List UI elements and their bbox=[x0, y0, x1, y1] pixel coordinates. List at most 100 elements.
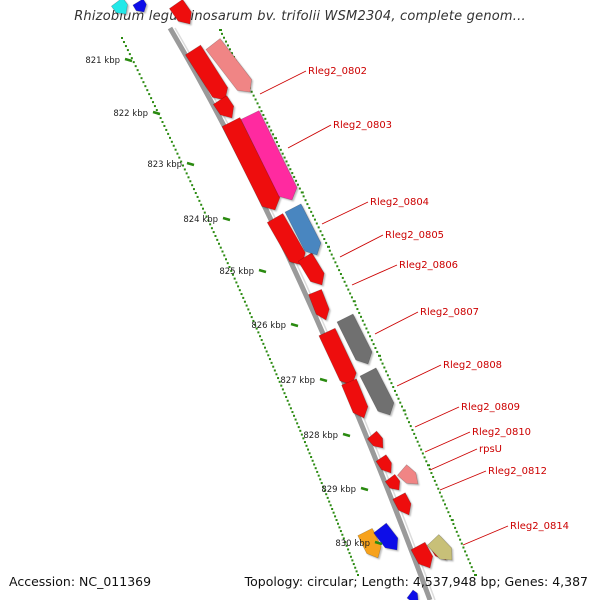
gene-label[interactable]: Rleg2_0807 bbox=[420, 307, 479, 318]
outer-dot bbox=[376, 350, 379, 353]
kbp-tick-label: 821 kbp bbox=[85, 56, 120, 66]
gene-label[interactable]: Rleg2_0804 bbox=[370, 197, 429, 208]
gene-arrow[interactable] bbox=[212, 95, 235, 119]
gene-label[interactable]: rpsU bbox=[479, 444, 502, 455]
inner-dot bbox=[228, 266, 231, 269]
inner-dot bbox=[194, 192, 197, 195]
outer-dot bbox=[430, 472, 433, 475]
label-leaders bbox=[259, 70, 509, 546]
gene-pink-arrow[interactable] bbox=[205, 38, 252, 93]
inner-dot bbox=[293, 414, 296, 417]
outer-dot bbox=[459, 538, 462, 541]
gene-arrow[interactable] bbox=[184, 44, 229, 101]
inner-dot bbox=[300, 433, 303, 436]
inner-dot bbox=[191, 184, 194, 187]
inner-dot bbox=[159, 117, 162, 120]
inner-dot bbox=[243, 300, 246, 303]
kbp-tick-label: 823 kbp bbox=[147, 160, 182, 170]
outer-dot bbox=[283, 156, 286, 159]
gene-label[interactable]: Rleg2_0814 bbox=[510, 521, 569, 532]
inner-dot bbox=[310, 456, 313, 459]
outer-major-tick bbox=[427, 464, 430, 467]
outer-dot bbox=[393, 389, 396, 392]
gene-label[interactable]: Rleg2_0806 bbox=[399, 260, 458, 271]
outer-dot bbox=[420, 448, 423, 451]
gene-label[interactable]: Rleg2_0810 bbox=[472, 427, 531, 438]
gene-gray-arrow[interactable] bbox=[336, 313, 373, 365]
gene-arrow[interactable] bbox=[384, 473, 401, 491]
gene-arrow[interactable] bbox=[221, 117, 281, 211]
outer-dot bbox=[411, 428, 414, 431]
gene-label[interactable]: Rleg2_0802 bbox=[308, 66, 367, 77]
inner-dot bbox=[217, 242, 220, 245]
gene-steelblue-arrow[interactable] bbox=[284, 203, 322, 256]
outer-dot bbox=[270, 129, 273, 132]
inner-dot bbox=[155, 109, 158, 112]
inner-dot bbox=[289, 407, 292, 410]
inner-dot bbox=[281, 388, 284, 391]
inner-dot bbox=[291, 411, 294, 414]
outer-dot bbox=[287, 164, 290, 167]
gene-arrow[interactable] bbox=[392, 492, 412, 516]
outer-dot bbox=[256, 102, 259, 105]
gene-arrow[interactable] bbox=[410, 541, 434, 569]
backbone-line bbox=[167, 26, 433, 600]
outer-dot bbox=[264, 117, 267, 120]
gene-label[interactable]: Rleg2_0803 bbox=[333, 120, 392, 131]
outer-dot bbox=[454, 526, 457, 529]
gene-pink-arrow[interactable] bbox=[396, 464, 419, 485]
gene-label[interactable]: Rleg2_0808 bbox=[443, 360, 502, 371]
inner-dot bbox=[209, 223, 212, 226]
outer-dot bbox=[418, 444, 421, 447]
outer-dot bbox=[254, 98, 257, 101]
outer-dot bbox=[392, 386, 395, 389]
inner-dot bbox=[138, 73, 141, 76]
inner-dot bbox=[303, 441, 306, 444]
gene-arrow[interactable] bbox=[375, 454, 392, 474]
inner-dot bbox=[283, 392, 286, 395]
outer-dot bbox=[370, 339, 373, 342]
outer-dot bbox=[260, 110, 263, 113]
kbp-tick-label: 826 kbp bbox=[251, 321, 286, 331]
outer-dot bbox=[414, 436, 417, 439]
outer-dot bbox=[252, 94, 255, 97]
gene-orange-arrow[interactable] bbox=[357, 527, 382, 559]
outer-dot bbox=[224, 40, 227, 43]
label-leader-line bbox=[462, 525, 509, 546]
label-leader-line bbox=[287, 124, 332, 149]
outer-dot bbox=[338, 269, 341, 272]
gene-blue-arrow[interactable] bbox=[132, 0, 147, 13]
gene-arrow[interactable] bbox=[308, 289, 330, 321]
inner-dot bbox=[242, 296, 245, 299]
gene-blue-arrow[interactable] bbox=[406, 589, 419, 600]
inner-dot bbox=[207, 219, 210, 222]
inner-dot bbox=[205, 215, 208, 218]
inner-dot bbox=[329, 504, 332, 507]
gene-arrow[interactable] bbox=[168, 0, 192, 25]
inner-dot bbox=[121, 37, 123, 39]
gene-gray-arrow[interactable] bbox=[359, 367, 395, 416]
gene-magenta-arrow[interactable] bbox=[240, 110, 298, 201]
inner-dot bbox=[161, 120, 164, 123]
inner-dot bbox=[337, 522, 339, 525]
gene-arrow[interactable] bbox=[341, 378, 369, 419]
inner-dot bbox=[357, 574, 359, 576]
gene-khaki-arrow[interactable] bbox=[426, 534, 453, 561]
outer-dot bbox=[413, 432, 416, 435]
gene-arrow[interactable] bbox=[318, 327, 357, 386]
gene-blue-arrow[interactable] bbox=[373, 522, 399, 551]
inner-dot bbox=[167, 132, 170, 135]
outer-major-tick bbox=[352, 300, 356, 303]
gene-label[interactable]: Rleg2_0809 bbox=[461, 402, 520, 413]
gene-cyan-arrow[interactable] bbox=[110, 0, 128, 15]
outer-dot bbox=[465, 554, 468, 557]
gene-arrow[interactable] bbox=[297, 252, 325, 286]
outer-dot bbox=[383, 366, 386, 369]
kbp-tick-label: 822 kbp bbox=[113, 109, 148, 119]
outer-dot bbox=[258, 106, 261, 109]
gene-label[interactable]: Rleg2_0812 bbox=[488, 466, 547, 477]
inner-dot bbox=[314, 467, 317, 470]
gene-arrow[interactable] bbox=[366, 430, 384, 449]
gene-label[interactable]: Rleg2_0805 bbox=[385, 230, 444, 241]
